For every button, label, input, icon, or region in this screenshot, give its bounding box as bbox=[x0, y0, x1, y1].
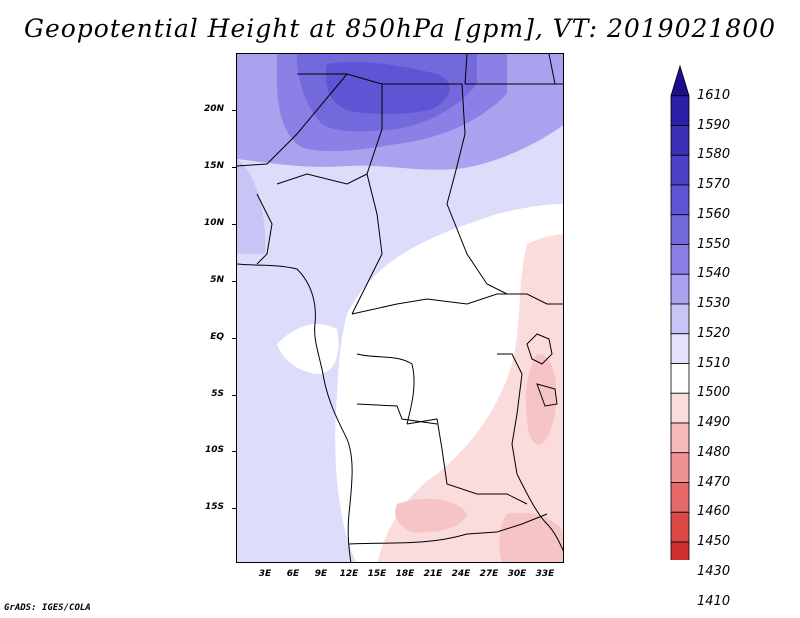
colorbar-label: 1490 bbox=[697, 415, 731, 430]
colorbar-label: 1510 bbox=[697, 355, 731, 371]
lat-tick bbox=[232, 281, 236, 282]
colorbar-box bbox=[670, 333, 690, 364]
lon-label: 21E bbox=[423, 569, 443, 579]
colorbar-box bbox=[670, 125, 690, 156]
chart-title: Geopotential Height at 850hPa [gpm], VT:… bbox=[23, 14, 777, 43]
lat-label: EQ bbox=[210, 332, 224, 342]
lon-label: 3E bbox=[258, 569, 272, 579]
lon-label: 6E bbox=[286, 569, 300, 579]
field-1530-west bbox=[237, 159, 266, 254]
lat-label: 10S bbox=[204, 445, 224, 455]
lat-label: 15N bbox=[203, 161, 224, 171]
colorbar-box bbox=[670, 273, 690, 305]
lat-label: 5S bbox=[211, 389, 224, 399]
lat-label: 5N bbox=[210, 275, 224, 285]
colorbar-label: 1540 bbox=[697, 266, 731, 282]
field-1510-coastal bbox=[277, 324, 339, 374]
lat-label: 20N bbox=[203, 104, 224, 114]
lat-tick bbox=[232, 508, 236, 509]
colorbar-label: 1480 bbox=[697, 444, 731, 460]
colorbar-label: 1430 bbox=[697, 563, 731, 579]
field-1560-core bbox=[325, 62, 450, 114]
lat-tick bbox=[232, 451, 236, 452]
colorbar-label: 1560 bbox=[697, 206, 731, 222]
colorbar-label: 1590 bbox=[697, 117, 731, 133]
lat-tick bbox=[232, 110, 236, 111]
colorbar-box bbox=[670, 303, 690, 335]
colorbar-box bbox=[670, 422, 690, 454]
colorbar-box bbox=[670, 363, 690, 394]
field-1500-east bbox=[377, 234, 563, 562]
lat-tick bbox=[232, 395, 236, 396]
colorbar-label: 1460 bbox=[697, 504, 731, 520]
lon-label: 30E bbox=[507, 569, 527, 579]
colorbar-box bbox=[670, 452, 690, 483]
footer-credit: GrADS: IGES/COLA bbox=[4, 603, 91, 613]
coastlines-borders bbox=[237, 54, 563, 562]
colorbar-label: 1470 bbox=[697, 474, 731, 490]
map-canvas bbox=[237, 54, 563, 562]
lon-label: 18E bbox=[395, 569, 415, 579]
colorbar-label: 1520 bbox=[697, 325, 731, 341]
field-1490-south bbox=[395, 498, 467, 533]
colorbar-label: 1580 bbox=[697, 147, 731, 163]
colorbar-box bbox=[670, 154, 690, 186]
colorbar-label: 1410 bbox=[697, 593, 731, 609]
lat-label: 15S bbox=[204, 502, 224, 512]
lat-tick bbox=[232, 338, 236, 339]
colorbar-box bbox=[670, 511, 690, 543]
colorbar-box bbox=[670, 482, 690, 513]
colorbar-top-triangle bbox=[670, 64, 690, 97]
colorbar-label: 1610 bbox=[697, 87, 731, 103]
lon-label: 15E bbox=[367, 569, 387, 579]
lat-tick bbox=[232, 167, 236, 168]
colorbar-label: 1500 bbox=[697, 385, 731, 401]
colorbar-label: 1450 bbox=[697, 534, 731, 549]
colorbar-label: 1550 bbox=[697, 236, 731, 252]
field-1490-east bbox=[525, 354, 557, 445]
colorbar-box bbox=[670, 95, 690, 126]
colorbar-box bbox=[670, 184, 690, 216]
colorbar-label: 1530 bbox=[697, 296, 731, 311]
lon-label: 33E bbox=[535, 569, 555, 579]
lon-label: 9E bbox=[314, 569, 328, 579]
lat-label: 10N bbox=[203, 218, 224, 228]
colorbar-label: 1570 bbox=[697, 177, 731, 192]
lon-label: 27E bbox=[479, 569, 499, 579]
lon-label: 12E bbox=[339, 569, 359, 579]
lat-tick bbox=[232, 224, 236, 225]
colorbar bbox=[670, 64, 690, 560]
lon-label: 24E bbox=[451, 569, 471, 579]
field-1490-southeast bbox=[499, 512, 563, 562]
colorbar-box bbox=[670, 541, 690, 560]
colorbar-box bbox=[670, 244, 690, 275]
colorbar-box bbox=[670, 392, 690, 424]
map-panel bbox=[236, 53, 564, 563]
colorbar-box bbox=[670, 214, 690, 245]
